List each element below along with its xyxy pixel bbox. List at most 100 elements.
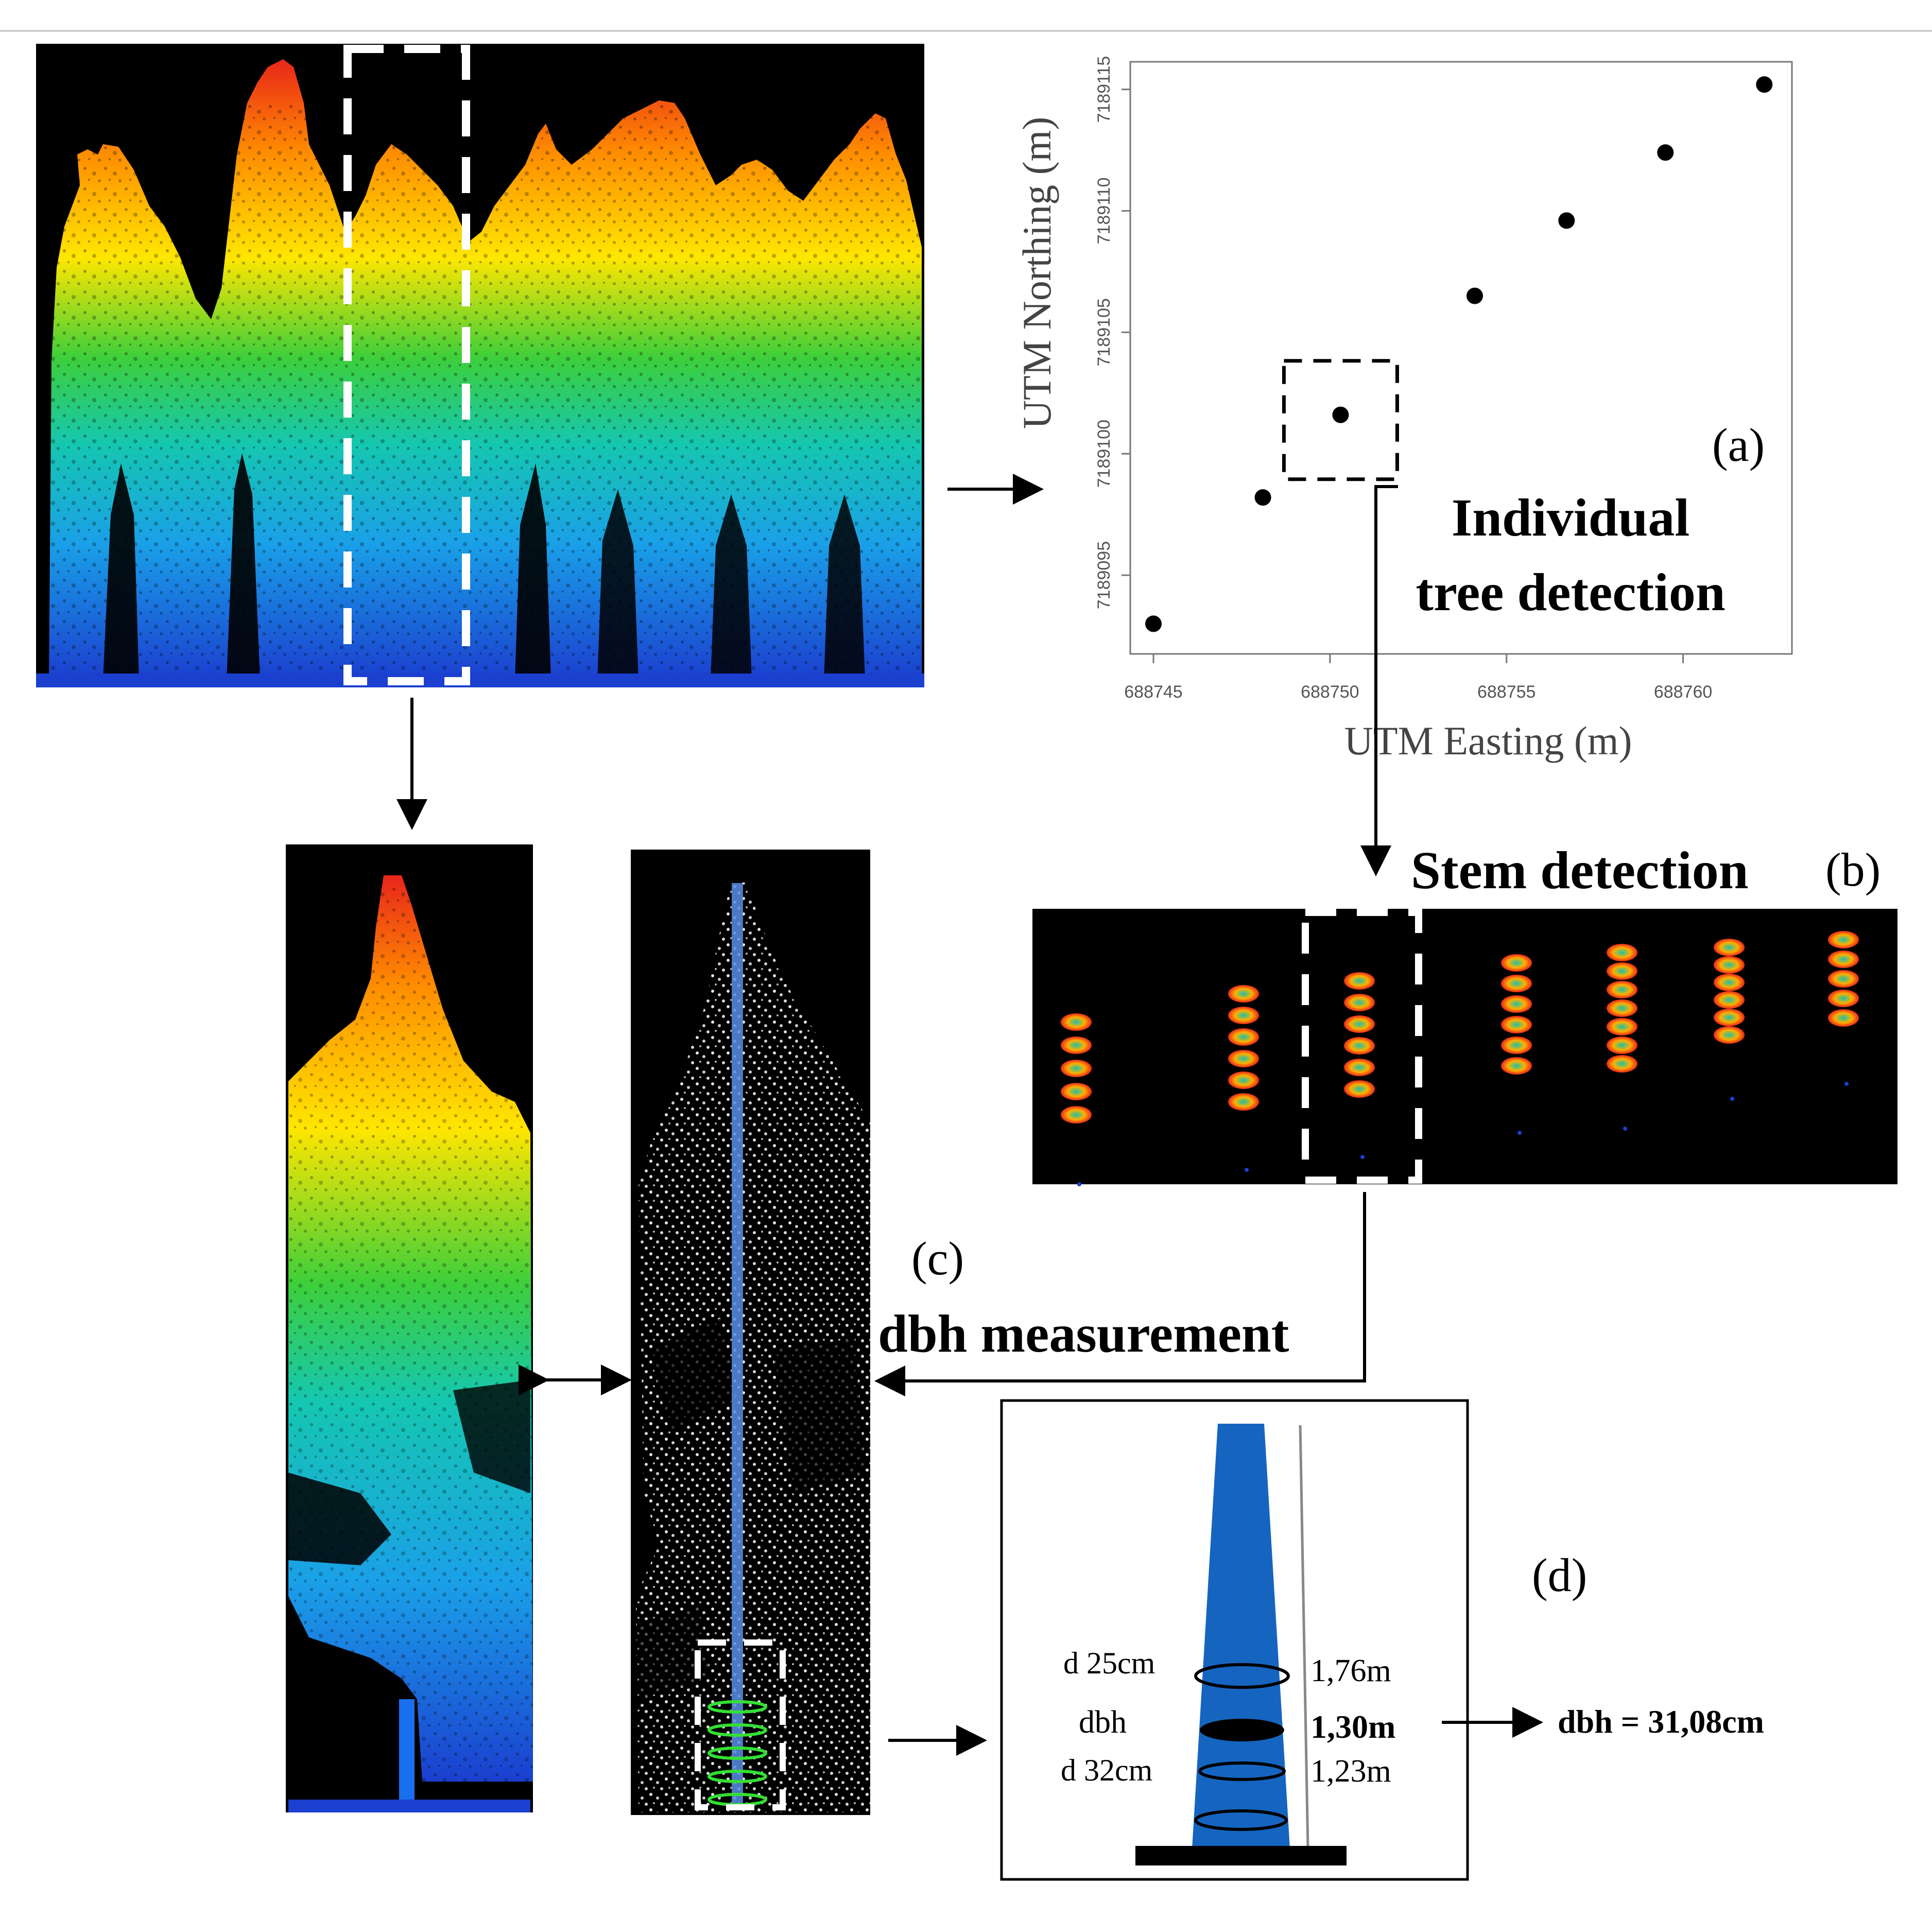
selected-tree-box [343,45,470,685]
ring-base [1194,1809,1288,1831]
y-tick-label: 7189095 [1094,541,1114,609]
stem-slice [1714,974,1745,991]
stem-slice [1607,962,1637,980]
tree-point [1145,615,1162,632]
tree-point [1254,489,1271,506]
stem-slice [1607,999,1637,1017]
stem-slice [1501,1016,1532,1033]
y-axis-ticks: 7189095 7189100 7189105 7189110 7189115 [1094,56,1130,609]
stem-slice [1501,995,1532,1013]
panel-a-title-line1: Individual [1452,488,1690,547]
x-axis-ticks: 688745 688750 688755 688760 [1124,654,1712,702]
stem-slice [1344,994,1375,1011]
stem-slice [1714,1026,1745,1044]
ring-d25 [1194,1663,1290,1689]
stem-slice [1228,1050,1259,1067]
arrow-to-dbh-measurement [874,1192,1366,1396]
stem-slice [1228,985,1259,1003]
stem-fit-circle [708,1747,767,1760]
stem-slice [1061,1036,1092,1054]
stem-slice [1501,1036,1532,1054]
stem-detection-image [1032,909,1898,1186]
arrow-to-stem-detection [1360,485,1398,876]
stem-slice [1828,990,1859,1007]
stem-base-point [1077,1182,1081,1186]
stem-slice [1828,1009,1859,1027]
stem-slice [1061,1060,1092,1077]
dbh-result: dbh = 31,08cm [1558,1703,1764,1740]
stem-slice [1828,970,1859,988]
stem-slice [1344,1059,1375,1076]
panel-b-label: (b) [1825,843,1881,896]
stem-fit-circle [708,1770,767,1783]
ground-base [1135,1846,1347,1865]
stem-base-point [1517,1131,1522,1135]
stem-fit-circles [708,1700,767,1806]
panel-c-label: (c) [911,1232,964,1285]
y-tick-label: 7189100 [1094,420,1114,488]
dbh-section-box [695,1639,786,1810]
stem-slice [1344,1037,1375,1055]
left-label-d32: d 32cm [1061,1753,1152,1787]
stem-trapezoid [1192,1424,1290,1848]
stem-base-point [1730,1097,1734,1101]
y-axis-label: UTM Northing (m) [1014,117,1059,429]
ring-d32 [1198,1761,1286,1781]
tree-point [1657,144,1674,161]
panel-d-label: (d) [1532,1549,1587,1601]
white-tree-crown [636,880,870,1812]
left-label-d25: d 25cm [1063,1646,1155,1680]
stem-slice [1607,1055,1637,1073]
y-tick-label: 7189115 [1094,56,1114,123]
x-tick-label: 688760 [1654,682,1712,702]
y-tick-label: 7189105 [1094,298,1114,366]
tree-point [1558,212,1575,229]
stem-slice [1344,972,1375,990]
stem-fit-circle [708,1723,767,1737]
stem-base-point [1360,1155,1365,1159]
panel-b-title: Stem detection [1411,841,1749,900]
dbh-diagram: d 25cm dbh d 32cm 1,76m 1,30m 1,23m [1000,1399,1469,1881]
stem-point-cloud-image [631,850,870,1815]
forest-point-cloud-image [36,44,924,687]
stem-slice [1344,1015,1375,1033]
panel-a-title-line2: tree detection [1416,563,1726,622]
plot-frame [1129,61,1793,655]
tree-point [1467,287,1483,304]
left-label-dbh: dbh [1079,1705,1127,1740]
stem-slice [1228,1093,1259,1111]
ring-dbh [1200,1719,1284,1741]
stem-slice [1228,1028,1259,1046]
stem-slice [1607,981,1637,998]
stem-slice [1344,1080,1375,1098]
stem-slice [1061,1083,1092,1100]
x-tick-label: 688745 [1124,682,1182,702]
stem-slice [1607,1036,1637,1054]
stem-slice [1714,991,1745,1009]
right-label-176: 1,76m [1310,1653,1391,1688]
stem-base-point [1844,1082,1849,1086]
stem-slices [1061,931,1859,1186]
selected-stem-box [1302,909,1422,1184]
stem-slice [1061,1106,1092,1124]
stem-slice [1828,951,1859,968]
y-tick-label: 7189110 [1094,178,1114,245]
right-label-123: 1,23m [1310,1754,1391,1789]
x-axis-label: UTM Easting (m) [1344,718,1632,763]
stem-slice [1714,956,1745,974]
tree-point [1756,76,1773,93]
stem-slice [1607,1018,1637,1035]
panel-a-label: (a) [1712,419,1765,471]
panel-c-title: dbh measurement [878,1304,1289,1363]
stem-slice [1501,975,1532,992]
stem-slice [1501,954,1532,972]
stem-base-point [1623,1127,1627,1131]
x-tick-label: 688755 [1477,682,1536,702]
stem-base-point [1245,1168,1249,1172]
single-tree-point-cloud [286,844,533,1812]
stem-fit-circle [708,1700,767,1714]
tree-location-scatter-plot: 688745 688750 688755 688760 718909571891007… [1014,56,1793,763]
stem-slice [1714,939,1745,956]
stem-slice [1228,1007,1259,1024]
